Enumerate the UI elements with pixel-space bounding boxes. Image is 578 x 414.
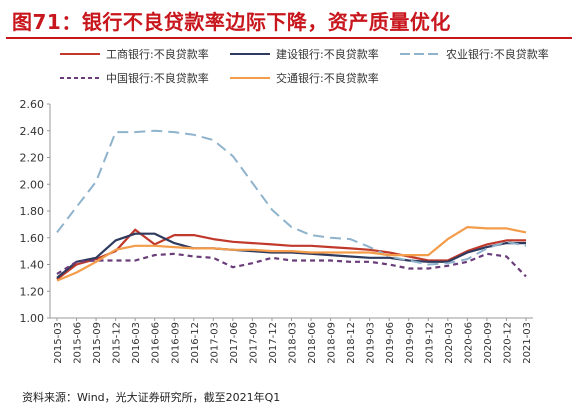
x-tick-label: 2020-03 — [444, 322, 455, 364]
y-tick-label: 2.40 — [20, 125, 45, 138]
legend-swatch-bocom — [230, 77, 270, 79]
x-tick-label: 2016-03 — [131, 322, 142, 364]
x-tick-label: 2017-03 — [209, 322, 220, 364]
x-tick-label: 2019-12 — [424, 322, 435, 364]
legend-item-ccb: 建设银行:不良贷款率 — [230, 46, 379, 62]
x-tick-label: 2016-09 — [170, 322, 181, 364]
legend-label-abc: 农业银行:不良贷款率 — [446, 48, 549, 61]
x-tick-label: 2016-12 — [190, 322, 201, 364]
x-tick-label: 2015-03 — [53, 322, 64, 364]
legend-item-bocom: 交通银行:不良贷款率 — [230, 70, 379, 86]
x-tick-label: 2015-09 — [92, 322, 103, 364]
series-line-3 — [56, 252, 527, 278]
x-tick-label: 2019-06 — [385, 322, 396, 364]
y-tick-label: 1.60 — [20, 232, 45, 245]
legend-swatch-icbc — [60, 53, 100, 55]
legend-label-icbc: 工商银行:不良贷款率 — [106, 48, 209, 61]
x-tick-label: 2017-12 — [268, 322, 279, 364]
x-tick-label: 2018-06 — [307, 322, 318, 364]
chart-title: 图71：银行不良贷款率边际下降，资产质量优化 — [12, 10, 451, 34]
x-tick-label: 2018-09 — [327, 322, 338, 364]
y-tick-label: 2.20 — [20, 152, 45, 165]
series-line-1 — [56, 232, 526, 279]
x-tick-label: 2021-03 — [522, 322, 533, 364]
y-tick-label: 2.60 — [20, 98, 45, 111]
x-tick-label: 2020-12 — [502, 322, 513, 364]
x-tick-label: 2018-12 — [346, 322, 357, 364]
legend-label-boc: 中国银行:不良贷款率 — [106, 72, 209, 85]
x-tick-label: 2017-09 — [248, 322, 259, 364]
y-tick-label: 1.40 — [20, 259, 45, 272]
y-tick-label: 1.80 — [20, 205, 45, 218]
title-underline — [6, 37, 572, 39]
y-tick-label: 1.00 — [20, 312, 45, 325]
legend-item-abc: 农业银行:不良贷款率 — [400, 46, 549, 62]
series-line-4 — [56, 226, 527, 282]
legend-label-ccb: 建设银行:不良贷款率 — [276, 48, 379, 61]
y-tick-label: 1.20 — [20, 285, 45, 298]
legend-swatch-ccb — [230, 53, 270, 55]
x-tick-label: 2020-09 — [483, 322, 494, 364]
y-tick-label: 2.00 — [20, 178, 45, 191]
legend-item-icbc: 工商银行:不良贷款率 — [60, 46, 209, 62]
x-tick-label: 2019-03 — [366, 322, 377, 364]
legend-swatch-abc — [400, 53, 440, 55]
series-line-2 — [56, 129, 527, 266]
x-tick-label: 2018-03 — [288, 322, 299, 364]
x-tick-label: 2015-06 — [73, 322, 84, 364]
series-line-0 — [56, 228, 526, 281]
legend-label-bocom: 交通银行:不良贷款率 — [276, 72, 379, 85]
source-note: 资料来源：Wind，光大证券研究所，截至2021年Q1 — [22, 391, 281, 404]
x-tick-label: 2020-06 — [463, 322, 474, 364]
legend-item-boc: 中国银行:不良贷款率 — [60, 70, 209, 86]
x-tick-label: 2017-06 — [229, 322, 240, 364]
x-tick-label: 2015-12 — [112, 322, 123, 364]
x-tick-label: 2019-09 — [405, 322, 416, 364]
x-tick-label: 2016-06 — [151, 322, 162, 364]
chart-legend: 工商银行:不良贷款率 建设银行:不良贷款率 农业银行:不良贷款率 中国银行:不良… — [60, 46, 570, 90]
